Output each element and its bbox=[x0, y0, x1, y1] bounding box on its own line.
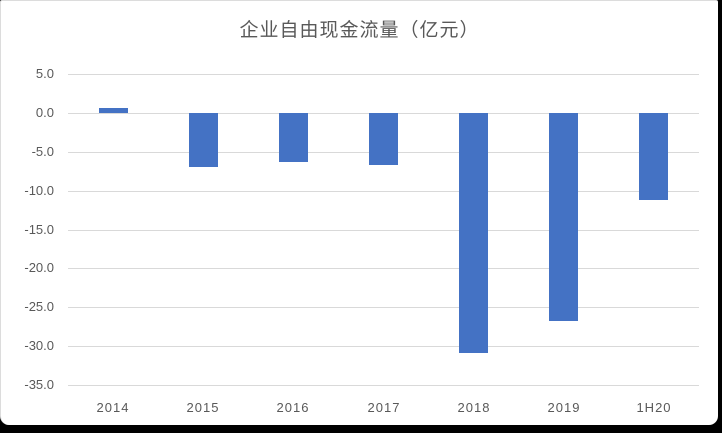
bar-2016 bbox=[279, 113, 308, 162]
x-axis-category-label: 2017 bbox=[367, 400, 401, 415]
bar-2017 bbox=[369, 113, 398, 165]
y-axis-tick-label: -35.0 bbox=[24, 377, 54, 392]
gridline bbox=[68, 346, 699, 347]
x-axis-category-label: 2019 bbox=[547, 400, 581, 415]
gridline bbox=[68, 268, 699, 269]
chart-card: 企业自由现金流量（亿元） 5.0 0.0 -5.0 -10.0 -15.0 -20.0 -2… bbox=[0, 0, 718, 425]
y-axis-tick-label: -30.0 bbox=[24, 338, 54, 353]
bar-1H20 bbox=[639, 113, 668, 200]
bar-2018 bbox=[459, 113, 488, 353]
gridline bbox=[68, 74, 699, 75]
x-axis-category-label: 2014 bbox=[96, 400, 130, 415]
gridline bbox=[68, 307, 699, 308]
y-axis-tick-label: 5.0 bbox=[35, 66, 54, 81]
gridline bbox=[68, 385, 699, 386]
y-axis-tick-label: -20.0 bbox=[24, 260, 54, 275]
x-axis-category-label: 2016 bbox=[276, 400, 310, 415]
y-axis-tick-label: -15.0 bbox=[24, 222, 54, 237]
y-axis-tick-label: 0.0 bbox=[35, 105, 54, 120]
bar-2014 bbox=[99, 108, 128, 113]
bar-2019 bbox=[549, 113, 578, 321]
x-axis-category-label: 2015 bbox=[186, 400, 220, 415]
x-axis-category-label: 1H20 bbox=[636, 400, 672, 415]
y-axis-tick-label: -25.0 bbox=[24, 299, 54, 314]
x-axis-category-label: 2018 bbox=[457, 400, 491, 415]
gridline bbox=[68, 230, 699, 231]
chart-title: 企业自由现金流量（亿元） bbox=[239, 20, 480, 41]
y-axis-tick-label: -5.0 bbox=[31, 144, 54, 159]
y-axis-tick-label: -10.0 bbox=[24, 183, 54, 198]
bar-2015 bbox=[189, 113, 218, 167]
plot-area: 5.0 0.0 -5.0 -10.0 -15.0 -20.0 -25.0 -30.0 -35.0… bbox=[1, 1, 719, 426]
gridline bbox=[68, 191, 699, 192]
